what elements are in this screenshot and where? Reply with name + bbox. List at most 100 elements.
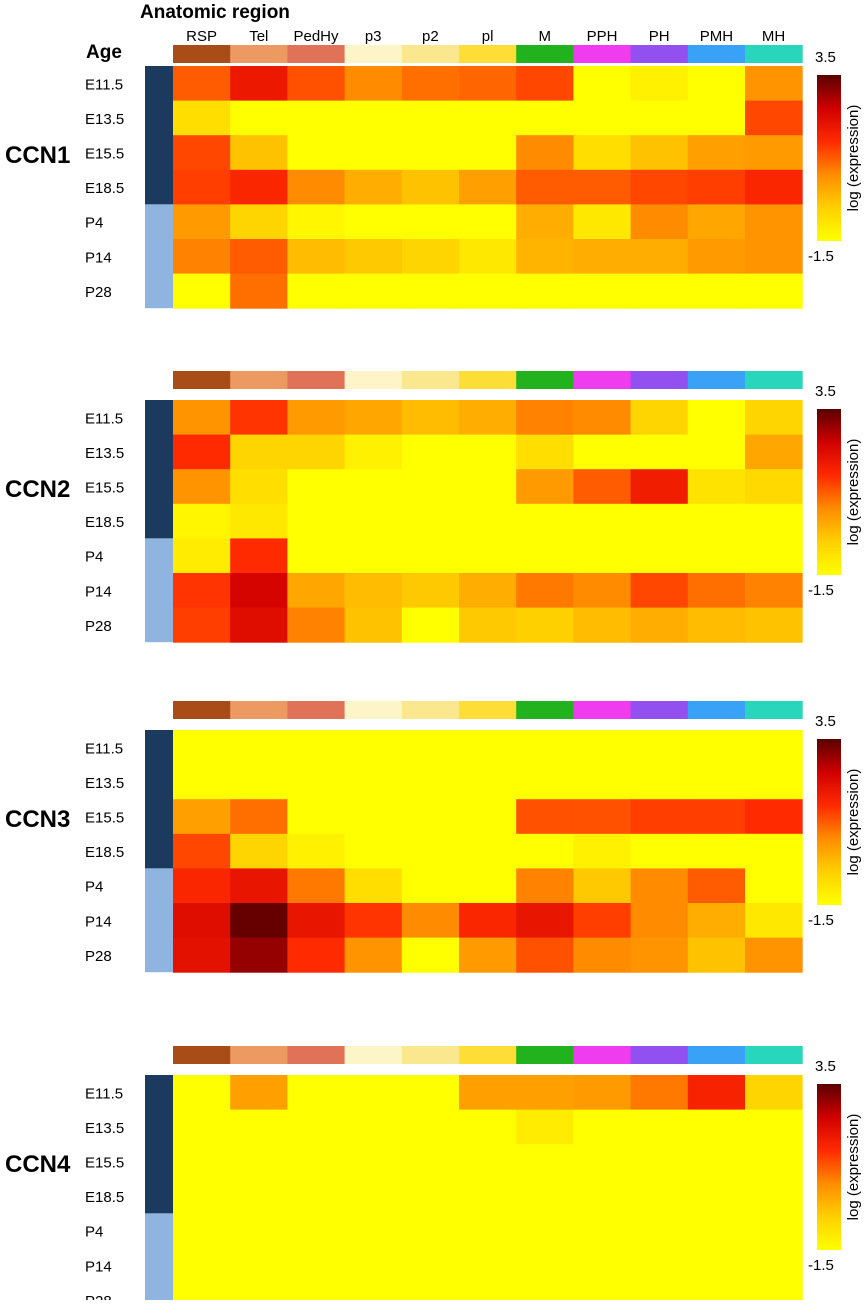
- region-color-swatch: [459, 371, 517, 389]
- heatmap-cell: [287, 573, 346, 609]
- heatmap-cell: [687, 903, 746, 939]
- heatmap-cell: [287, 764, 346, 800]
- heatmap-cell: [344, 1109, 403, 1145]
- heatmap-cell: [287, 503, 346, 539]
- heatmap-cell: [287, 1109, 346, 1145]
- region-color-swatch: [745, 701, 803, 719]
- heatmap-cell: [344, 937, 403, 973]
- age-label: E15.5: [85, 1155, 124, 1172]
- heatmap-cell: [344, 730, 403, 766]
- heatmap-cell: [230, 799, 288, 835]
- heatmap-cell: [401, 135, 460, 171]
- region-color-swatch: [687, 701, 746, 719]
- heatmap-cell: [573, 1178, 632, 1214]
- heatmap-cell: [344, 573, 403, 609]
- region-color-swatch: [573, 45, 632, 63]
- heatmap-cell: [344, 135, 403, 171]
- heatmap-cell: [401, 1144, 460, 1180]
- heatmap-cell: [344, 273, 403, 309]
- heatmap-cell: [630, 799, 689, 835]
- heatmap-cell: [287, 400, 346, 436]
- heatmap-cell: [630, 169, 689, 205]
- heatmap-cell: [745, 833, 803, 869]
- heatmap-cell: [459, 100, 517, 136]
- heatmap-cell: [745, 1075, 803, 1111]
- age-label: P28: [85, 284, 112, 301]
- region-color-swatch: [401, 371, 460, 389]
- region-color-swatch: [287, 1046, 346, 1064]
- heatmap-cell: [173, 730, 231, 766]
- age-title: Age: [86, 42, 122, 63]
- heatmap-cell: [459, 1109, 517, 1145]
- region-label: PMH: [700, 28, 733, 45]
- heatmap-cell: [459, 204, 517, 240]
- heatmap-cell: [459, 799, 517, 835]
- region-color-swatch: [173, 45, 231, 63]
- heatmap-cell: [459, 730, 517, 766]
- heatmap-cell: [630, 764, 689, 800]
- heatmap-cell: [687, 434, 746, 470]
- heatmap-cell: [287, 1213, 346, 1249]
- colorbar-max-label: 3.5: [815, 713, 836, 730]
- heatmap-cell: [687, 135, 746, 171]
- heatmap-cell: [287, 868, 346, 904]
- heatmap-panel-ccn4: E11.5 E13.5 E15.5 E18.5 P4 P14 P28 CCN4 3.5 -1.5 l…: [5, 1046, 862, 1305]
- heatmap-cell: [573, 434, 632, 470]
- heatmap-cell: [573, 764, 632, 800]
- region-label: Tel: [249, 28, 268, 45]
- heatmap-cell: [630, 937, 689, 973]
- age-label: E11.5: [85, 1085, 123, 1102]
- heatmap-cell: [630, 1213, 689, 1249]
- heatmap-cell: [573, 799, 632, 835]
- heatmap-cell: [230, 1178, 288, 1214]
- heatmap-cell: [573, 503, 632, 539]
- heatmap-cell: [173, 273, 231, 309]
- heatmap-cell: [573, 239, 632, 275]
- heatmap-cell: [230, 1213, 288, 1249]
- region-label: p3: [365, 28, 382, 45]
- heatmap-cell: [745, 730, 803, 766]
- region-color-swatch: [287, 45, 346, 63]
- heatmap-cell: [230, 503, 288, 539]
- heatmap-cell: [401, 503, 460, 539]
- heatmap-cell: [287, 730, 346, 766]
- heatmap-cell: [573, 937, 632, 973]
- heatmap-cell: [630, 273, 689, 309]
- heatmap-cell: [459, 400, 517, 436]
- age-label: E15.5: [85, 146, 124, 163]
- heatmap-cell: [573, 833, 632, 869]
- heatmap-cell: [401, 239, 460, 275]
- region-color-swatch: [745, 371, 803, 389]
- heatmap-cell: [687, 764, 746, 800]
- age-label: E18.5: [85, 180, 124, 197]
- heatmap-cell: [573, 538, 632, 574]
- age-group-bar: [145, 1075, 173, 1214]
- heatmap-cell: [573, 1248, 632, 1284]
- heatmap-cell: [287, 469, 346, 505]
- heatmap-cell: [516, 273, 574, 309]
- heatmap-cell: [516, 607, 574, 643]
- heatmap-cell: [401, 1178, 460, 1214]
- heatmap-cell: [230, 1109, 288, 1145]
- age-label: P4: [85, 1224, 103, 1241]
- heatmap-cell: [516, 903, 574, 939]
- heatmap-cell: [745, 1282, 803, 1305]
- colorbar: [817, 75, 841, 241]
- heatmap-cell: [630, 1109, 689, 1145]
- heatmap-cell: [459, 1178, 517, 1214]
- region-color-swatch: [516, 45, 574, 63]
- heatmap-cell: [573, 607, 632, 643]
- region-color-swatch: [573, 1046, 632, 1064]
- heatmap-cell: [573, 400, 632, 436]
- heatmap-cell: [516, 799, 574, 835]
- region-color-swatch: [401, 701, 460, 719]
- heatmap-cell: [173, 799, 231, 835]
- heatmap-cell: [745, 1248, 803, 1284]
- region-label: PH: [649, 28, 670, 45]
- heatmap-cell: [573, 730, 632, 766]
- heatmap-cell: [459, 937, 517, 973]
- heatmap-cell: [344, 1144, 403, 1180]
- heatmap-cell: [687, 730, 746, 766]
- heatmap-cell: [344, 607, 403, 643]
- age-label: P14: [85, 913, 112, 930]
